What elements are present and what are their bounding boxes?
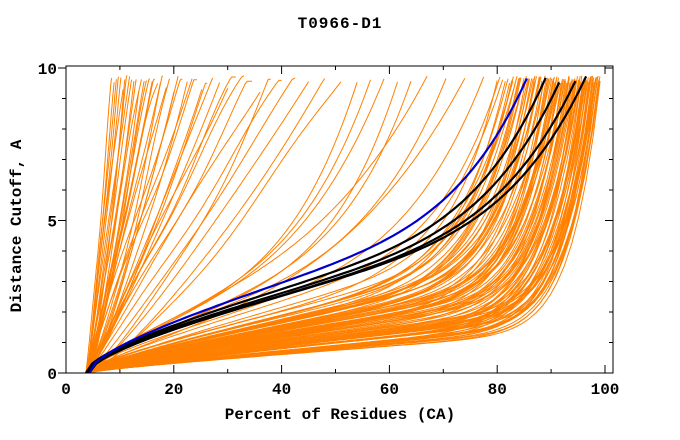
orange-steep-fan-curve [89, 83, 159, 373]
orange-steep-fan-curve [87, 76, 131, 373]
plot-frame [65, 65, 614, 374]
x-tick-label: 60 [380, 381, 399, 399]
orange-scattered-curve [88, 77, 466, 373]
orange-bundle-curve [87, 80, 577, 373]
orange-bundle-curve [86, 81, 601, 373]
orange-bundle-curve [88, 76, 601, 373]
orange-bundle-curve [87, 77, 542, 373]
orange-bundle-curve [88, 80, 557, 373]
orange-bundle-curve [88, 77, 597, 373]
orange-bundle-curve [89, 79, 594, 373]
orange-bundle-curve [85, 76, 514, 373]
y-tick-label: 10 [38, 61, 57, 79]
orange-steep-fan-curve [85, 79, 137, 373]
chart-title: T0966-D1 [297, 15, 383, 33]
orange-bundle-curve [86, 81, 601, 373]
x-tick-label: 20 [164, 381, 183, 399]
blue-highlight-curve-curve [88, 77, 528, 373]
x-tick-label: 100 [591, 381, 620, 399]
orange-steep-fan-curve [87, 81, 310, 373]
black-reference-curve-curve [84, 77, 547, 373]
orange-steep-fan-curve [87, 91, 261, 373]
orange-steep-fan-curve [87, 79, 282, 373]
orange-steep-fan-curve [86, 78, 271, 373]
orange-steep-fan-curve [86, 78, 183, 373]
x-tick-label: 80 [488, 381, 507, 399]
x-axis-label: Percent of Residues (CA) [224, 406, 456, 424]
orange-steep-fan-curve [85, 78, 170, 373]
orange-bundle-curve [86, 78, 566, 373]
orange-steep-fan-curve [88, 77, 296, 373]
orange-bundle-curve [87, 77, 555, 373]
black-reference-curve-curve [87, 75, 588, 373]
y-tick-label: 0 [47, 366, 57, 384]
y-tick-label: 5 [47, 214, 57, 232]
orange-bundle-curve [85, 77, 560, 373]
orange-steep-fan-curve [89, 76, 236, 373]
orange-scattered-curve [87, 75, 428, 373]
curves-layer [84, 75, 601, 373]
orange-steep-fan-curve [85, 77, 112, 373]
x-tick-label: 0 [61, 381, 71, 399]
orange-steep-fan-curve [86, 79, 142, 373]
orange-steep-fan-curve [86, 89, 124, 373]
orange-bundle-curve [88, 81, 535, 373]
orange-steep-fan-curve [86, 79, 197, 373]
orange-bundle-curve [88, 76, 581, 373]
orange-bundle-curve [85, 75, 570, 373]
orange-steep-fan-curve [85, 80, 252, 373]
orange-steep-fan-curve [85, 75, 164, 373]
orange-steep-fan-curve [86, 75, 245, 373]
orange-bundle-curve [87, 76, 501, 373]
orange-bundle-curve [87, 78, 530, 373]
orange-steep-fan-curve [86, 82, 221, 373]
x-tick-label: 40 [272, 381, 291, 399]
black-reference-curve-curve [85, 82, 561, 373]
